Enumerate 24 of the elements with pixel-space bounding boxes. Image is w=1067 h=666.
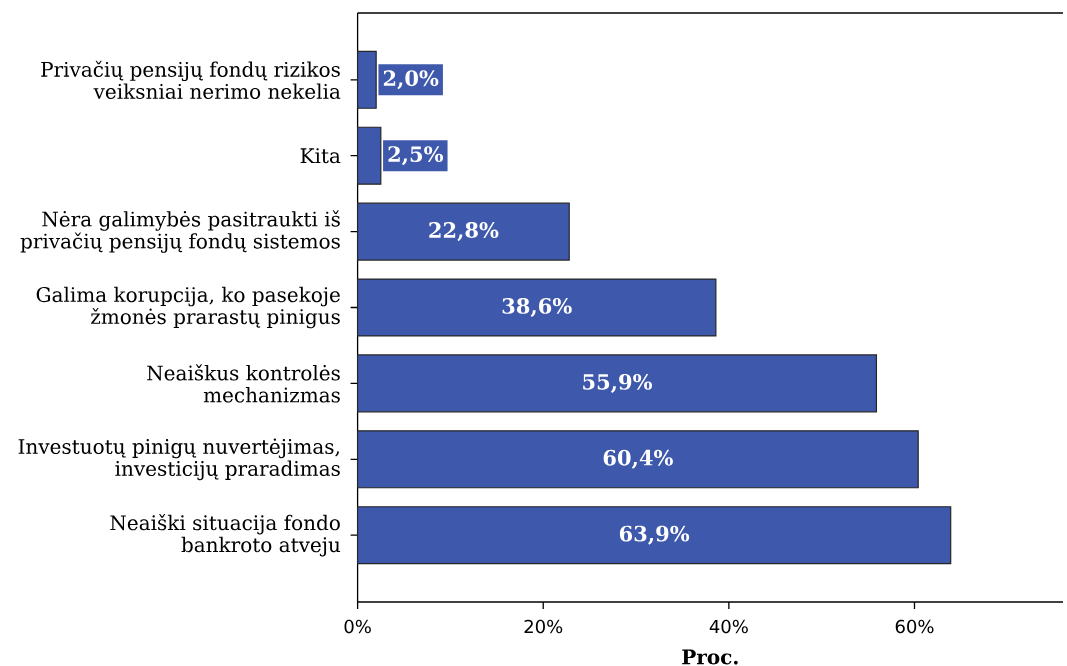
y-tick-label: Galima korupcija, ko pasekoje žmonės prarastų pinigus xyxy=(36,286,340,329)
data-label: 2,5% xyxy=(388,146,444,166)
y-tick-label: Neaiški situacija fondo bankroto atveju xyxy=(110,513,341,557)
y-tick-label: Neaiškus kontrolės mechanizmas xyxy=(147,364,340,403)
data-label: 22,8% xyxy=(429,222,499,242)
bar xyxy=(357,354,878,413)
bar xyxy=(357,278,717,337)
data-label: 60,4% xyxy=(603,449,673,469)
x-tick-label: 20% xyxy=(524,619,563,634)
bar xyxy=(357,430,919,489)
y-tick-label: Nėra galimybės pasitraukti iš privačių pensijų fondų sistemos xyxy=(20,210,340,253)
y-tick-label: Investuotų pinigų nuvertėjimas, investicijų praradimas xyxy=(18,438,340,481)
y-tick-label: Kita xyxy=(300,148,341,164)
x-tick-label: 40% xyxy=(709,619,748,634)
y-tick-label: Privačių pensijų fondų rizikos veiksniai nerimo nekelia xyxy=(41,60,341,99)
x-tick-label: 0% xyxy=(344,619,371,634)
x-tick-label: 60% xyxy=(895,619,934,634)
bar xyxy=(357,506,952,565)
bar xyxy=(357,202,570,261)
data-label: 38,6% xyxy=(502,297,572,318)
data-label: 2,0% xyxy=(383,70,439,90)
data-label: 63,9% xyxy=(619,525,690,545)
data-label: 55,9% xyxy=(583,373,653,393)
x-axis-title: Proc. xyxy=(682,649,738,665)
